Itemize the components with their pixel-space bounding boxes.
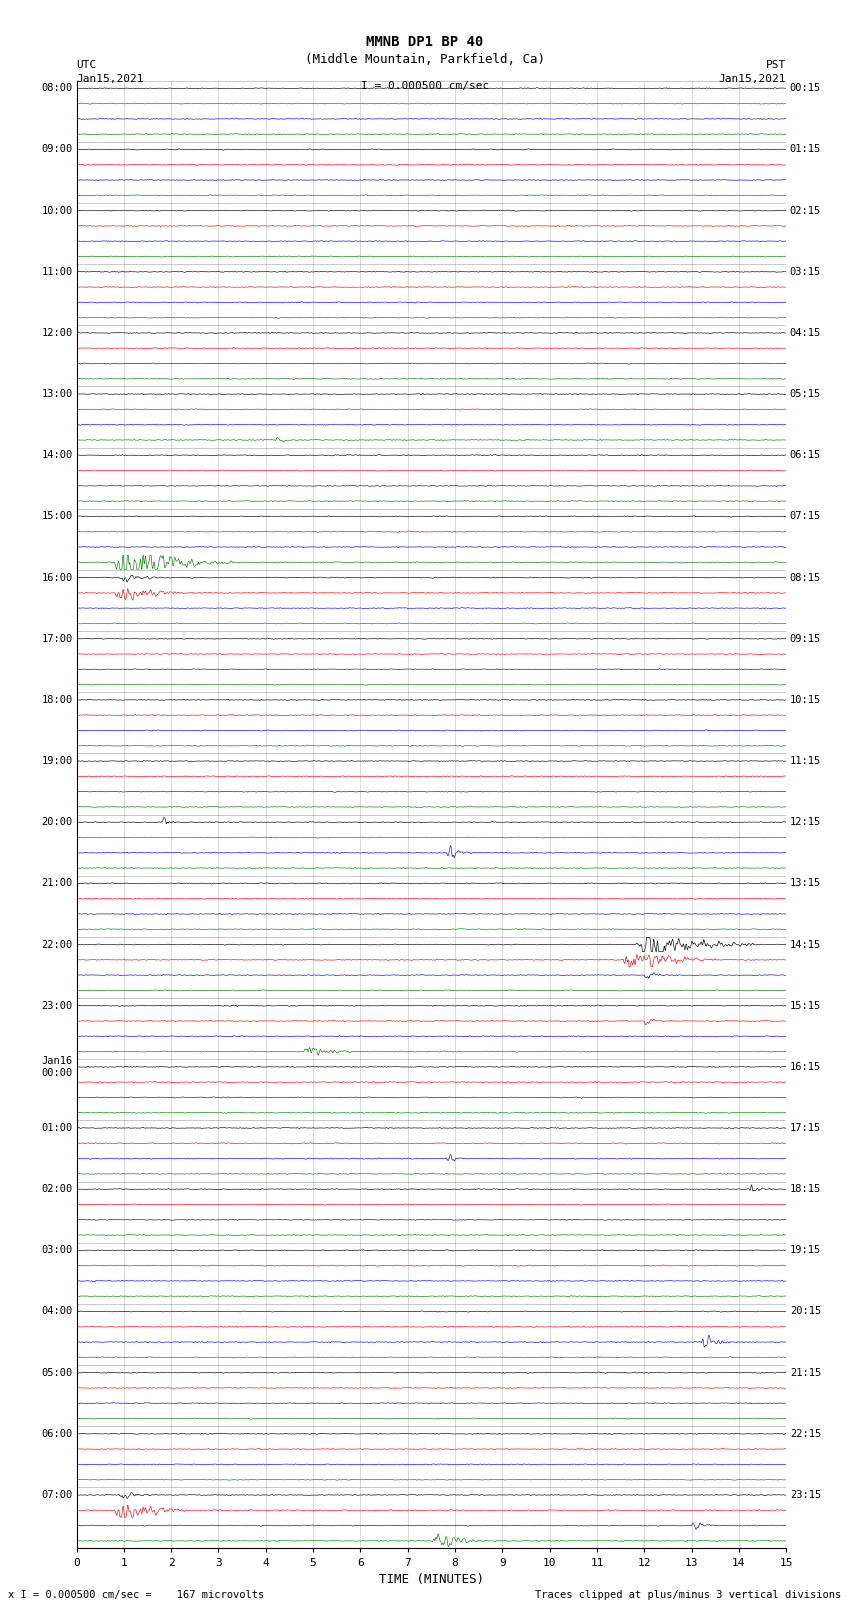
Text: 13:15: 13:15	[790, 879, 821, 889]
Text: 23:15: 23:15	[790, 1490, 821, 1500]
Text: 13:00: 13:00	[42, 389, 73, 398]
Text: (Middle Mountain, Parkfield, Ca): (Middle Mountain, Parkfield, Ca)	[305, 53, 545, 66]
Text: 15:15: 15:15	[790, 1000, 821, 1011]
Text: 09:00: 09:00	[42, 145, 73, 155]
Text: 03:15: 03:15	[790, 266, 821, 277]
Text: Jan16
00:00: Jan16 00:00	[42, 1057, 73, 1077]
Text: 15:00: 15:00	[42, 511, 73, 521]
Text: x I = 0.000500 cm/sec =    167 microvolts: x I = 0.000500 cm/sec = 167 microvolts	[8, 1590, 264, 1600]
Text: 08:15: 08:15	[790, 573, 821, 582]
Text: 07:00: 07:00	[42, 1490, 73, 1500]
Text: 19:00: 19:00	[42, 756, 73, 766]
Text: 23:00: 23:00	[42, 1000, 73, 1011]
Text: 05:15: 05:15	[790, 389, 821, 398]
Text: 20:15: 20:15	[790, 1307, 821, 1316]
Text: 22:15: 22:15	[790, 1429, 821, 1439]
Text: 12:15: 12:15	[790, 818, 821, 827]
Text: 10:00: 10:00	[42, 205, 73, 216]
Text: 11:15: 11:15	[790, 756, 821, 766]
Text: 09:15: 09:15	[790, 634, 821, 644]
Text: 19:15: 19:15	[790, 1245, 821, 1255]
Text: Jan15,2021: Jan15,2021	[76, 74, 144, 84]
Text: 16:00: 16:00	[42, 573, 73, 582]
Text: I = 0.000500 cm/sec: I = 0.000500 cm/sec	[361, 81, 489, 90]
Text: Jan15,2021: Jan15,2021	[719, 74, 786, 84]
Text: 08:00: 08:00	[42, 84, 73, 94]
Text: 12:00: 12:00	[42, 327, 73, 339]
Text: 06:15: 06:15	[790, 450, 821, 460]
Text: MMNB DP1 BP 40: MMNB DP1 BP 40	[366, 35, 484, 50]
Text: 01:15: 01:15	[790, 145, 821, 155]
Text: 21:00: 21:00	[42, 879, 73, 889]
Text: Traces clipped at plus/minus 3 vertical divisions: Traces clipped at plus/minus 3 vertical …	[536, 1590, 842, 1600]
X-axis label: TIME (MINUTES): TIME (MINUTES)	[379, 1573, 484, 1586]
Text: 10:15: 10:15	[790, 695, 821, 705]
Text: 22:00: 22:00	[42, 939, 73, 950]
Text: 17:00: 17:00	[42, 634, 73, 644]
Text: 18:00: 18:00	[42, 695, 73, 705]
Text: 16:15: 16:15	[790, 1061, 821, 1073]
Text: PST: PST	[766, 60, 786, 69]
Text: 00:15: 00:15	[790, 84, 821, 94]
Text: 18:15: 18:15	[790, 1184, 821, 1194]
Text: 07:15: 07:15	[790, 511, 821, 521]
Text: 02:00: 02:00	[42, 1184, 73, 1194]
Text: 04:00: 04:00	[42, 1307, 73, 1316]
Text: 20:00: 20:00	[42, 818, 73, 827]
Text: 17:15: 17:15	[790, 1123, 821, 1132]
Text: 14:15: 14:15	[790, 939, 821, 950]
Text: 02:15: 02:15	[790, 205, 821, 216]
Text: 01:00: 01:00	[42, 1123, 73, 1132]
Text: 05:00: 05:00	[42, 1368, 73, 1378]
Text: 04:15: 04:15	[790, 327, 821, 339]
Text: 03:00: 03:00	[42, 1245, 73, 1255]
Text: 14:00: 14:00	[42, 450, 73, 460]
Text: 06:00: 06:00	[42, 1429, 73, 1439]
Text: 11:00: 11:00	[42, 266, 73, 277]
Text: 21:15: 21:15	[790, 1368, 821, 1378]
Text: UTC: UTC	[76, 60, 97, 69]
